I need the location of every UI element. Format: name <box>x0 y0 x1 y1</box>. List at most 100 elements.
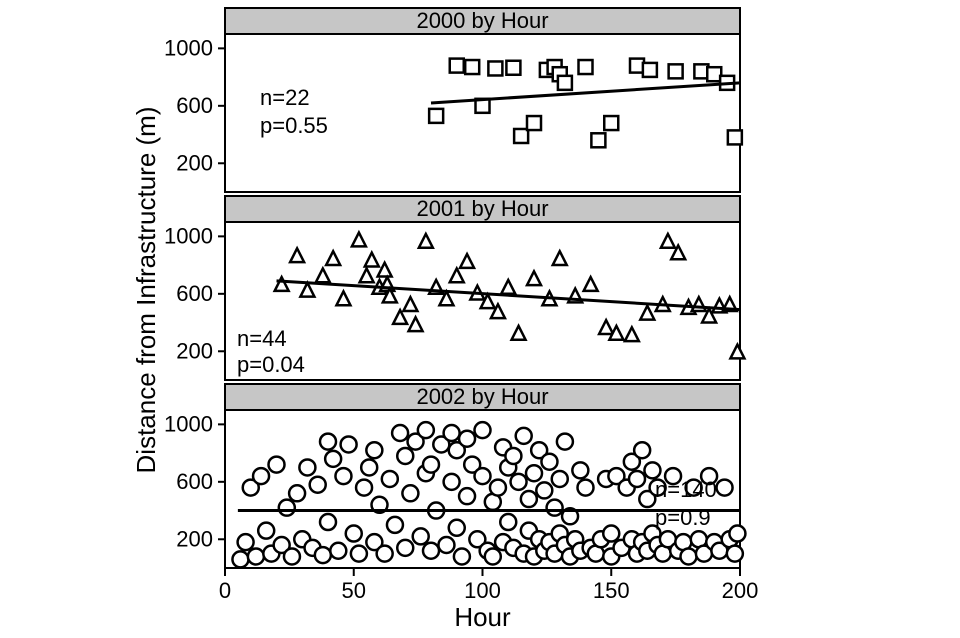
data-point <box>361 459 377 475</box>
data-point <box>459 488 475 504</box>
x-axis-label: Hour <box>454 602 511 632</box>
data-point <box>356 480 372 496</box>
trend-line-p2000 <box>431 83 740 103</box>
data-point <box>506 61 520 75</box>
ytick-label: 200 <box>176 150 213 175</box>
data-point <box>315 547 331 563</box>
data-point <box>300 283 314 297</box>
data-point <box>728 130 742 144</box>
data-point <box>578 480 594 496</box>
data-point <box>553 251 567 265</box>
data-point <box>475 422 491 438</box>
data-point <box>402 485 418 501</box>
panel-title-p2001: 2001 by Hour <box>416 196 548 221</box>
data-point <box>516 428 532 444</box>
chart-figure: 2000 by Hour2006001000n=22p=0.552001 by … <box>0 0 960 638</box>
data-point <box>541 454 557 470</box>
xtick-label: 150 <box>593 578 630 603</box>
data-point <box>330 543 346 559</box>
data-point <box>444 474 460 490</box>
stat-p-p2000: p=0.55 <box>260 113 328 138</box>
ytick-label: 1000 <box>164 223 213 248</box>
ytick-label: 200 <box>176 338 213 363</box>
ytick-label: 600 <box>176 469 213 494</box>
data-point <box>232 551 248 567</box>
data-point <box>730 345 744 359</box>
ytick-label: 600 <box>176 93 213 118</box>
data-point <box>269 457 285 473</box>
data-point <box>558 76 572 90</box>
xtick-label: 50 <box>342 578 366 603</box>
data-point <box>365 253 379 267</box>
data-point <box>500 514 516 530</box>
data-point <box>275 277 289 291</box>
data-point <box>490 480 506 496</box>
data-point <box>692 297 706 311</box>
data-point <box>409 317 423 331</box>
data-point <box>460 254 474 268</box>
data-point <box>419 234 433 248</box>
stat-n-p2002: n=140 <box>655 477 717 502</box>
data-point <box>717 480 733 496</box>
data-point <box>366 442 382 458</box>
data-point <box>423 543 439 559</box>
data-point <box>488 61 502 75</box>
data-point <box>377 546 393 562</box>
data-point <box>397 540 413 556</box>
data-point <box>465 60 479 74</box>
data-point <box>634 442 650 458</box>
data-point <box>661 234 675 248</box>
data-point <box>316 268 330 282</box>
data-point <box>521 491 537 507</box>
data-point <box>382 471 398 487</box>
data-point <box>536 482 552 498</box>
data-point <box>485 549 501 565</box>
data-point <box>248 549 264 565</box>
data-point <box>326 251 340 265</box>
data-point <box>290 248 304 262</box>
data-point <box>552 471 568 487</box>
data-point <box>669 64 683 78</box>
data-point <box>279 500 295 516</box>
data-point <box>512 326 526 340</box>
data-point <box>579 60 593 74</box>
data-point <box>629 471 645 487</box>
data-point <box>501 280 515 294</box>
data-point <box>403 297 417 311</box>
data-point <box>418 422 434 438</box>
data-point <box>572 462 588 478</box>
data-point <box>392 425 408 441</box>
data-point <box>429 109 443 123</box>
data-point <box>351 546 367 562</box>
stat-n-p2001: n=44 <box>237 326 287 351</box>
xtick-label: 0 <box>219 578 231 603</box>
panel-title-p2002: 2002 by Hour <box>416 384 548 409</box>
data-point <box>438 537 454 553</box>
ytick-label: 600 <box>176 281 213 306</box>
data-point <box>475 468 491 484</box>
stat-p-p2001: p=0.04 <box>237 352 305 377</box>
y-axis-label: Distance from Infrastructure (m) <box>131 107 161 474</box>
data-point <box>511 474 527 490</box>
data-point <box>310 477 326 493</box>
xtick-label: 200 <box>722 578 759 603</box>
data-point <box>603 526 619 542</box>
stat-n-p2000: n=22 <box>260 85 310 110</box>
data-point <box>320 434 336 450</box>
data-point <box>387 517 403 533</box>
data-point <box>341 436 357 452</box>
data-point <box>320 514 336 530</box>
data-point <box>727 546 743 562</box>
data-point <box>526 465 542 481</box>
data-point <box>413 528 429 544</box>
data-point <box>360 268 374 282</box>
data-point <box>325 451 341 467</box>
data-point <box>459 431 475 447</box>
data-point <box>681 549 697 565</box>
data-point <box>450 268 464 282</box>
stat-p-p2002: p=0.9 <box>655 505 711 530</box>
data-point <box>289 485 305 501</box>
ytick-label: 1000 <box>164 411 213 436</box>
ytick-label: 200 <box>176 526 213 551</box>
data-point <box>640 306 654 320</box>
